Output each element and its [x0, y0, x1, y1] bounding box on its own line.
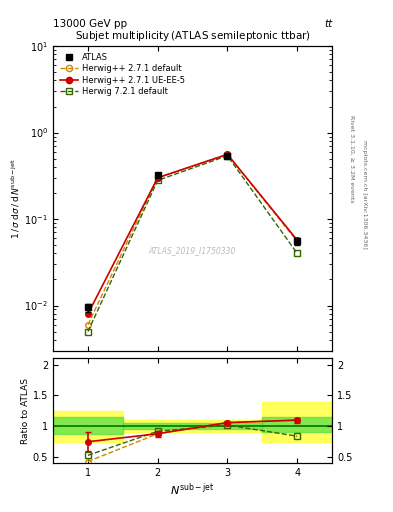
- Y-axis label: Ratio to ATLAS: Ratio to ATLAS: [21, 378, 30, 444]
- Y-axis label: $1\,/\,\sigma\;\mathrm{d}\sigma\,/\,\mathrm{d}\,N^{\mathrm{sub-jet}}$: $1\,/\,\sigma\;\mathrm{d}\sigma\,/\,\mat…: [9, 158, 22, 239]
- X-axis label: $N^{\mathrm{sub-jet}}$: $N^{\mathrm{sub-jet}}$: [170, 481, 215, 498]
- Legend: ATLAS, Herwig++ 2.7.1 default, Herwig++ 2.7.1 UE-EE-5, Herwig 7.2.1 default: ATLAS, Herwig++ 2.7.1 default, Herwig++ …: [57, 50, 188, 99]
- Text: mcplots.cern.ch [arXiv:1306.3436]: mcplots.cern.ch [arXiv:1306.3436]: [362, 140, 367, 249]
- Text: ATLAS_2019_I1750330: ATLAS_2019_I1750330: [149, 246, 236, 254]
- Text: tt: tt: [324, 19, 332, 29]
- Text: Rivet 3.1.10, ≥ 3.2M events: Rivet 3.1.10, ≥ 3.2M events: [349, 115, 354, 203]
- Text: Subjet multiplicity$\,$(ATLAS semileptonic ttbar): Subjet multiplicity$\,$(ATLAS semilepton…: [75, 29, 310, 43]
- Text: 13000 GeV pp: 13000 GeV pp: [53, 19, 127, 29]
